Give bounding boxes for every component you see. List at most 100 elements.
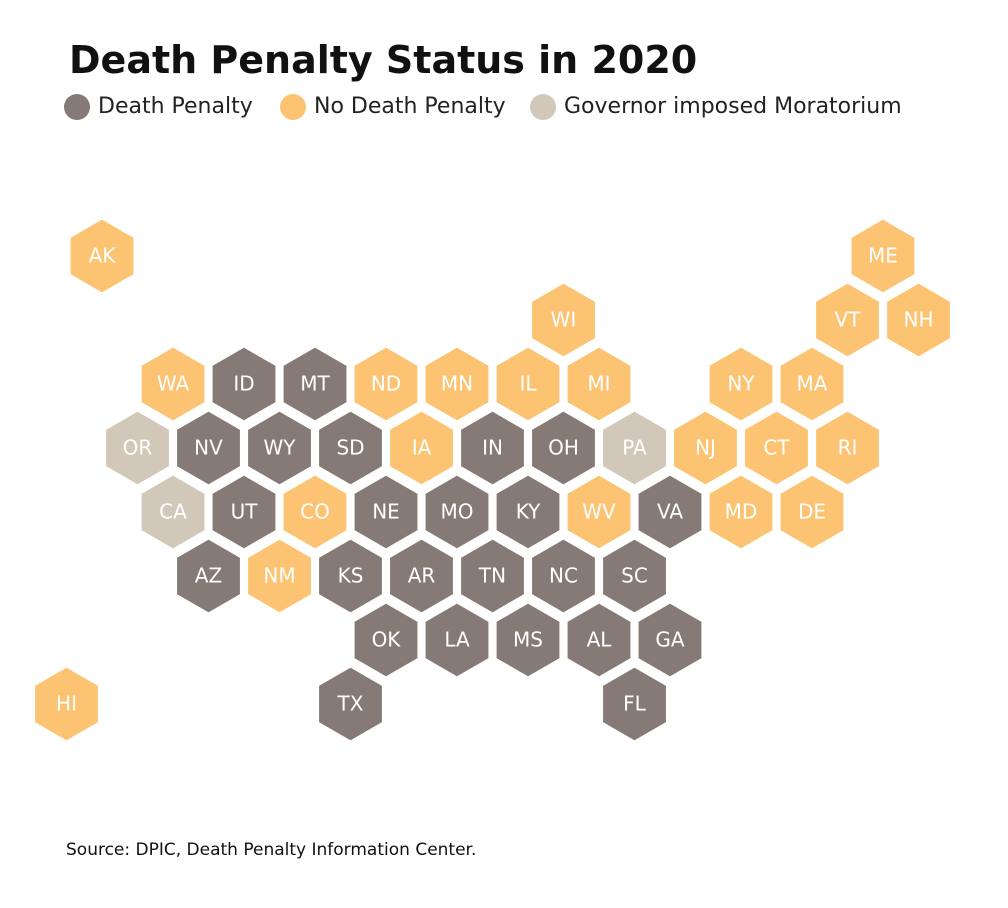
state-label-ks: KS (338, 564, 364, 588)
state-label-ky: KY (516, 500, 541, 524)
state-tile-mn: MN (422, 344, 492, 424)
state-label-ak: AK (89, 244, 117, 268)
state-tile-hi: HI (32, 664, 101, 744)
state-tile-pa: PA (600, 408, 669, 488)
state-label-nd: ND (371, 372, 401, 396)
state-label-de: DE (798, 500, 826, 524)
state-label-fl: FL (623, 692, 647, 716)
state-label-ar: AR (408, 564, 436, 588)
state-hex-ca (138, 472, 208, 552)
state-label-ok: OK (372, 628, 402, 652)
state-hex-ne (351, 472, 421, 552)
state-tile-co: CO (280, 472, 350, 552)
state-tile-mt: MT (280, 344, 350, 424)
legend-label-death-penalty: Death Penalty (98, 94, 253, 119)
state-tile-nv: NV (174, 408, 243, 488)
state-tile-md: MD (706, 472, 776, 552)
state-label-va: VA (657, 500, 683, 524)
state-tile-wi: WI (529, 280, 598, 360)
legend-swatch-death-penalty (64, 94, 90, 120)
state-label-wy: WY (264, 436, 297, 460)
state-hex-ma (777, 344, 847, 424)
state-label-ma: MA (797, 372, 828, 396)
state-hex-wv (564, 472, 634, 552)
state-hex-ny (706, 344, 776, 424)
state-tile-id: ID (209, 344, 279, 424)
state-hex-ri (813, 408, 882, 488)
state-label-il: IL (519, 372, 537, 396)
state-tile-ok: OK (351, 600, 421, 680)
legend-swatch-no-death-penalty (280, 94, 306, 120)
state-tile-me: ME (848, 216, 918, 296)
state-label-nh: NH (904, 308, 934, 332)
state-tile-in: IN (458, 408, 527, 488)
state-tile-fl: FL (600, 664, 669, 744)
state-tile-de: DE (777, 472, 847, 552)
state-hex-ks (316, 536, 385, 616)
state-label-ny: NY (727, 372, 755, 396)
state-hex-oh (529, 408, 598, 488)
state-hex-nc (529, 536, 598, 616)
state-hex-wi (529, 280, 598, 360)
state-label-ca: CA (159, 500, 187, 524)
state-label-me: ME (868, 244, 898, 268)
state-label-or: OR (123, 436, 153, 460)
state-tile-az: AZ (174, 536, 243, 616)
legend-label-moratorium: Governor imposed Moratorium (564, 94, 902, 119)
state-tile-oh: OH (529, 408, 598, 488)
state-label-id: ID (233, 372, 254, 396)
state-tile-nj: NJ (671, 408, 740, 488)
state-label-ga: GA (655, 628, 684, 652)
state-hex-ar (387, 536, 456, 616)
state-label-mi: MI (587, 372, 610, 396)
state-label-ut: UT (231, 500, 259, 524)
state-label-sc: SC (621, 564, 648, 588)
state-tile-ga: GA (635, 600, 705, 680)
state-tile-ct: CT (742, 408, 811, 488)
state-tile-mo: MO (422, 472, 492, 552)
state-tile-ia: IA (387, 408, 456, 488)
state-hex-nv (174, 408, 243, 488)
state-hex-nh (884, 280, 953, 360)
state-hex-me (848, 216, 918, 296)
state-tile-nh: NH (884, 280, 953, 360)
state-tile-al: AL (564, 600, 634, 680)
map-title: Death Penalty Status in 2020 (69, 38, 698, 82)
state-label-ia: IA (412, 436, 432, 460)
state-label-pa: PA (622, 436, 647, 460)
state-hex-mt (280, 344, 350, 424)
state-tile-il: IL (493, 344, 563, 424)
state-hex-ga (635, 600, 705, 680)
state-label-hi: HI (56, 692, 77, 716)
state-tile-ri: RI (813, 408, 882, 488)
state-tile-ks: KS (316, 536, 385, 616)
state-label-tn: TN (478, 564, 506, 588)
state-label-al: AL (587, 628, 613, 652)
state-label-ct: CT (763, 436, 790, 460)
state-hex-mi (564, 344, 634, 424)
state-label-co: CO (300, 500, 330, 524)
state-tile-ma: MA (777, 344, 847, 424)
state-hex-ct (742, 408, 811, 488)
state-tile-sd: SD (316, 408, 385, 488)
state-label-nj: NJ (695, 436, 716, 460)
state-label-mo: MO (441, 500, 474, 524)
state-tile-wy: WY (245, 408, 314, 488)
state-hex-ak (67, 216, 137, 296)
state-hex-tx (316, 664, 385, 744)
state-label-ri: RI (838, 436, 858, 460)
state-label-md: MD (725, 500, 758, 524)
state-hex-mn (422, 344, 492, 424)
state-hex-co (280, 472, 350, 552)
state-hex-ky (493, 472, 563, 552)
state-hex-ms (493, 600, 563, 680)
state-hex-pa (600, 408, 669, 488)
state-label-mn: MN (441, 372, 473, 396)
state-hex-md (706, 472, 776, 552)
state-hex-wa (138, 344, 208, 424)
state-label-nc: NC (549, 564, 578, 588)
state-tile-or: OR (103, 408, 172, 488)
state-label-la: LA (444, 628, 470, 652)
state-label-ms: MS (513, 628, 543, 652)
